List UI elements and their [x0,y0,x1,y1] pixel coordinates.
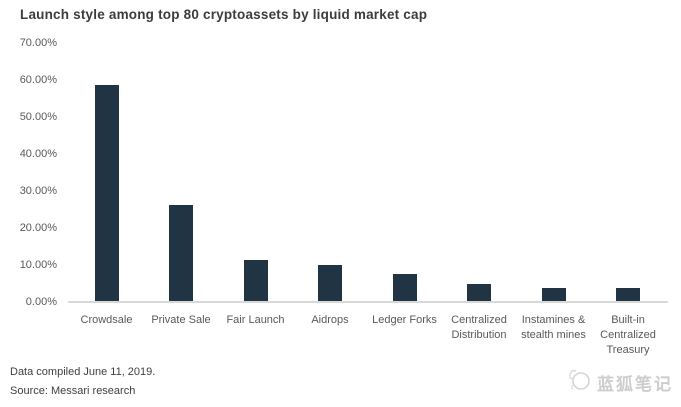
bar-private-sale [169,204,193,302]
bar-fair-launch [243,260,268,302]
bar-centralized [467,283,491,302]
x-axis-category-label: Aidrops [311,314,349,326]
y-axis-tick-label: 0.00% [25,295,57,308]
y-axis-tick-label: 60.00% [19,73,57,86]
footer-data-compiled: Data compiled June 11, 2019. [10,366,156,378]
y-axis: 70.00% 60.00% 50.00% 40.00% 30.00% 20.00% 10.0… [0,0,57,407]
bar-ledger-forks [392,274,417,302]
bar-instamines- [541,288,566,302]
y-axis-tick-label: 50.00% [19,110,57,123]
watermark: 蓝狐笔记 [567,368,673,397]
x-axis-category-label: Centralized Distribution [451,314,507,341]
plot-area [68,43,668,302]
y-axis-tick-label: 70.00% [19,36,57,49]
bar-crowdsale [94,84,119,302]
bar-built-in [616,288,640,302]
x-axis-category-label: Instamines & stealth mines [521,314,586,341]
x-axis-category-label: Fair Launch [226,314,285,326]
footer-source: Source: Messari research [10,385,136,397]
y-axis-tick-label: 30.00% [19,184,57,197]
x-axis-line [68,301,668,303]
y-axis-tick-label: 20.00% [19,221,57,234]
x-axis-category-label: Private Sale [151,314,211,326]
y-axis-tick-label: 40.00% [19,147,57,160]
y-axis-tick-label: 10.00% [19,258,57,271]
x-axis-category-label: Crowdsale [80,314,133,326]
watermark-text: 蓝狐笔记 [597,375,673,394]
x-axis-category-label: Ledger Forks [372,314,437,326]
bar-aidrops [318,265,342,302]
x-axis-category-label: Built-in Centralized Treasury [600,314,656,356]
fox-logo-icon [567,368,593,397]
chart-title: Launch style among top 80 cryptoassets b… [20,7,428,22]
